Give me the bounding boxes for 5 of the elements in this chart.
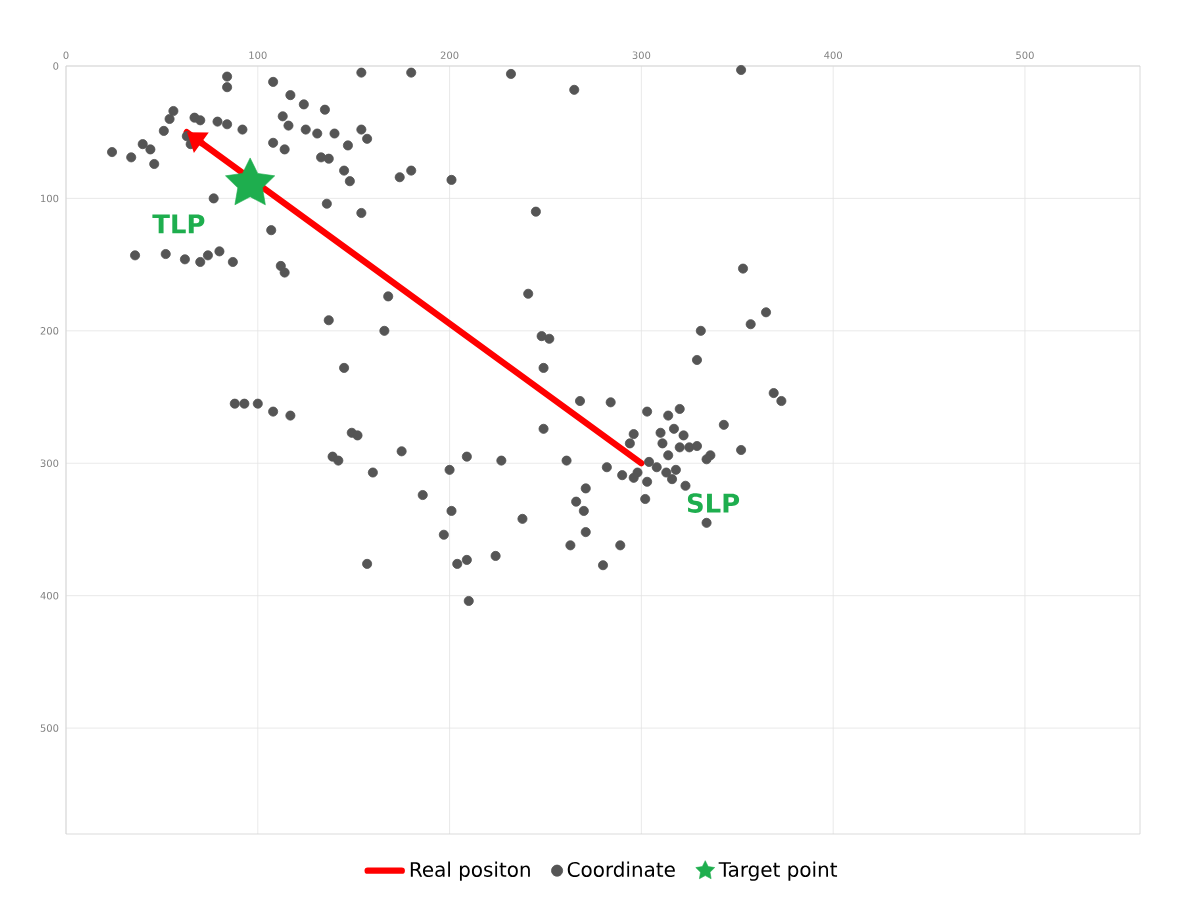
- legend-label: Target point: [718, 861, 838, 881]
- annotation: SLP: [687, 493, 740, 513]
- legend-label: Coordinate: [567, 861, 675, 877]
- annotation: TLP: [152, 214, 205, 234]
- legend-label: Real positon: [410, 861, 530, 881]
